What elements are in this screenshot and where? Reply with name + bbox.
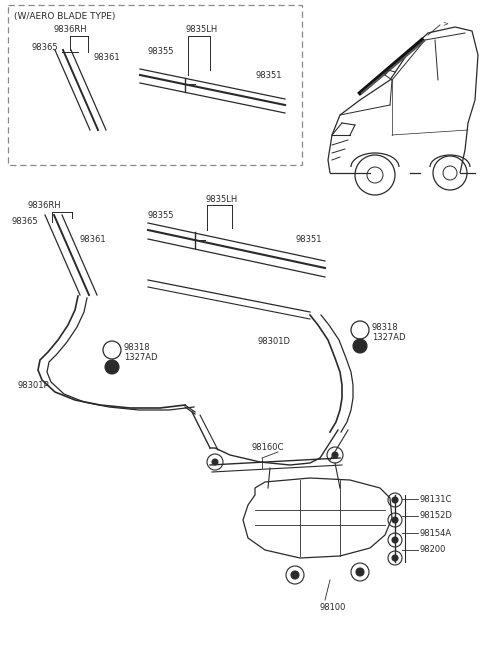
Circle shape <box>356 568 364 576</box>
Circle shape <box>392 497 398 503</box>
Circle shape <box>353 339 367 353</box>
Circle shape <box>392 517 398 523</box>
Text: 1327AD: 1327AD <box>372 334 406 342</box>
Text: 98351: 98351 <box>255 70 281 79</box>
Text: 98154A: 98154A <box>420 528 452 538</box>
Circle shape <box>105 360 119 374</box>
Text: 98301P: 98301P <box>18 381 49 389</box>
Text: 98152D: 98152D <box>420 512 453 520</box>
Text: 98365: 98365 <box>32 44 59 52</box>
Text: 98200: 98200 <box>420 545 446 555</box>
Text: 98318: 98318 <box>372 322 398 332</box>
Circle shape <box>392 537 398 543</box>
Text: 98100: 98100 <box>320 604 347 612</box>
Text: 98365: 98365 <box>12 218 38 226</box>
Text: 1327AD: 1327AD <box>124 354 157 363</box>
Text: (W/AERO BLADE TYPE): (W/AERO BLADE TYPE) <box>14 11 115 21</box>
Text: 98131C: 98131C <box>420 495 452 504</box>
Text: 98351: 98351 <box>295 236 322 244</box>
Text: 98301D: 98301D <box>258 338 291 346</box>
Text: 98355: 98355 <box>148 48 175 56</box>
Circle shape <box>332 452 338 458</box>
Text: 9836RH: 9836RH <box>53 26 86 34</box>
Circle shape <box>392 555 398 561</box>
Text: 98361: 98361 <box>80 236 107 244</box>
Text: 98318: 98318 <box>124 342 151 352</box>
Text: 98361: 98361 <box>93 54 120 62</box>
Text: 9835LH: 9835LH <box>185 26 217 34</box>
Text: >: > <box>442 20 448 26</box>
Text: 9836RH: 9836RH <box>28 201 61 209</box>
Text: 9835LH: 9835LH <box>205 195 237 203</box>
Text: 98355: 98355 <box>148 211 175 220</box>
Text: 98160C: 98160C <box>252 442 284 451</box>
Circle shape <box>212 459 218 465</box>
Bar <box>8 5 302 165</box>
Circle shape <box>291 571 299 579</box>
